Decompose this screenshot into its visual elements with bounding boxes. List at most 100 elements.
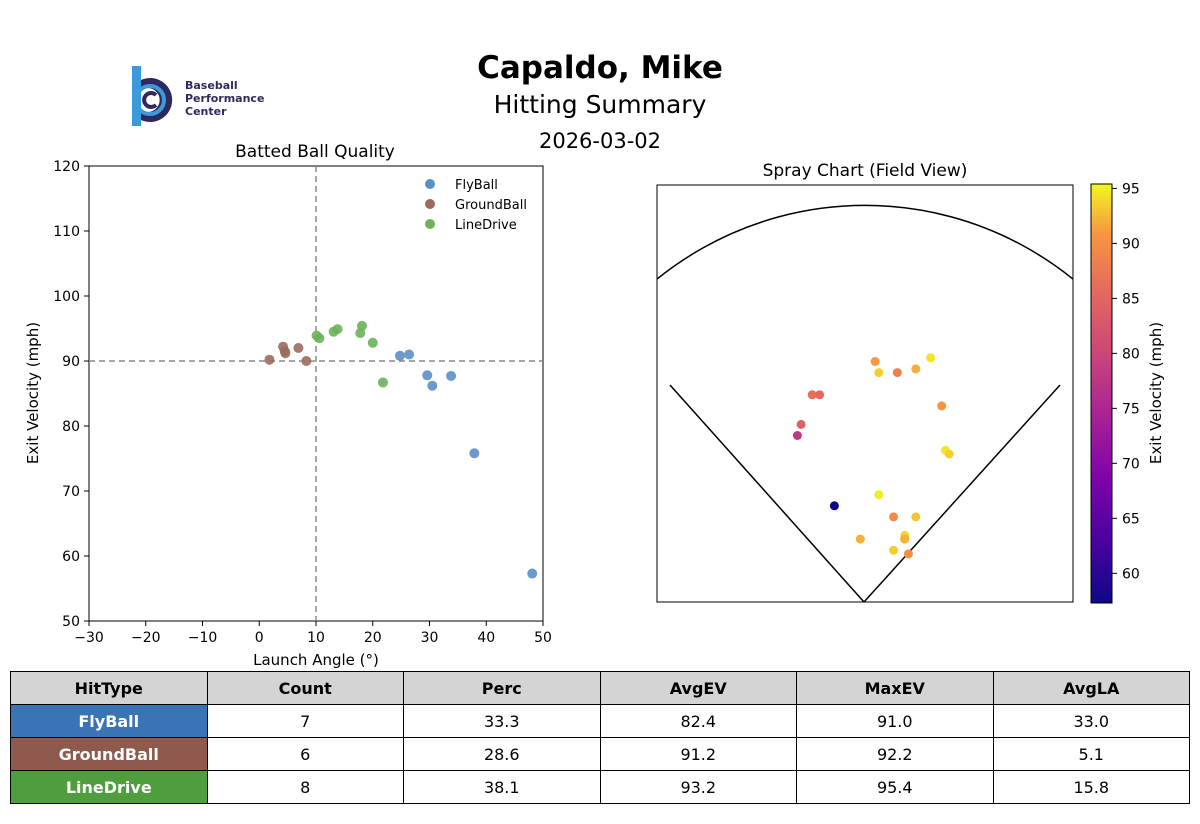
linedrive-point — [356, 320, 367, 331]
legend-marker — [425, 219, 435, 229]
colorbar-tick-label: 85 — [1122, 291, 1140, 307]
spray-point — [911, 512, 921, 522]
spray-plot-frame — [656, 184, 1074, 603]
count-cell: 7 — [206, 704, 404, 738]
y-tick-label: 50 — [62, 614, 80, 630]
y-tick-label: 110 — [53, 224, 80, 240]
spray-point — [815, 390, 825, 400]
column-header: Count — [206, 671, 404, 705]
flyball-point — [394, 350, 405, 361]
bbq-legend: FlyBall GroundBall LineDrive — [425, 178, 527, 233]
left-foul-line — [669, 384, 865, 603]
colorbar-tick-label: 80 — [1122, 346, 1140, 362]
x-tick-label: 0 — [255, 630, 264, 646]
max-ev-cell: 92.2 — [796, 737, 994, 771]
spray-point — [855, 534, 865, 544]
flyball-point — [422, 370, 433, 381]
perc-cell: 28.6 — [403, 737, 601, 771]
x-tick-label: −10 — [188, 630, 218, 646]
y-tick-label: 90 — [62, 354, 80, 370]
max-ev-cell: 95.4 — [796, 770, 994, 804]
colorbar-tick-label: 70 — [1122, 456, 1140, 472]
spray-point — [874, 490, 884, 500]
avg-la-cell: 5.1 — [992, 737, 1190, 771]
hit-type-cell: LineDrive — [10, 770, 208, 804]
hit-type-cell: GroundBall — [10, 737, 208, 771]
spray-point — [900, 534, 910, 544]
spray-point — [829, 501, 839, 511]
y-tick-label: 70 — [62, 484, 80, 500]
y-tick-label: 100 — [53, 289, 80, 305]
spray-point — [892, 368, 902, 378]
legend-marker — [425, 199, 435, 209]
spray-point — [807, 390, 817, 400]
spray-point — [870, 357, 880, 366]
hit-type-cell: FlyBall — [10, 704, 208, 738]
avg-ev-cell: 93.2 — [599, 770, 797, 804]
spray-point — [944, 449, 954, 459]
flyball-point — [527, 568, 538, 579]
groundball-point — [280, 348, 291, 359]
groundball-point — [293, 343, 304, 353]
bbq-plot-frame — [88, 165, 544, 622]
groundball-point — [301, 356, 312, 366]
groundball-point — [264, 354, 275, 365]
bbq-chart-title: Batted Ball Quality — [235, 142, 395, 162]
avg-ev-cell: 91.2 — [599, 737, 797, 771]
spray-point — [796, 419, 806, 429]
table-header-row: HitType Count Perc AvgEV MaxEV AvgLA — [10, 671, 1190, 705]
bbq-data-points — [264, 320, 538, 579]
legend-label: GroundBall — [455, 198, 527, 213]
spray-point — [903, 549, 913, 559]
spray-chart: Spray Chart (Field View) 60 65 70 75 80 85 90 9… — [656, 161, 1165, 604]
report-subtitle: Hitting Summary — [493, 90, 707, 119]
batted-ball-quality-chart: Batted Ball Quality −30 −20 −10 0 10 20 30 40 50… — [24, 142, 552, 669]
outfield-fence-arc — [657, 204, 1073, 281]
legend-label: LineDrive — [455, 218, 517, 233]
x-tick-label: 10 — [307, 630, 325, 646]
colorbar-tick-label: 90 — [1122, 236, 1140, 252]
linedrive-point — [332, 324, 343, 335]
legend-marker — [425, 179, 435, 189]
x-tick-label: 50 — [534, 630, 552, 646]
spray-point — [889, 545, 899, 555]
avg-la-cell: 15.8 — [992, 770, 1190, 804]
spray-point — [937, 401, 947, 411]
spray-point — [889, 512, 899, 522]
y-tick-label: 60 — [62, 549, 80, 565]
flyball-point — [404, 349, 415, 360]
spray-point — [911, 364, 921, 374]
bbq-y-axis-label: Exit Velocity (mph) — [24, 322, 42, 464]
legend-label: FlyBall — [455, 178, 498, 193]
table-row: LineDrive 8 38.1 93.2 95.4 15.8 — [10, 770, 1190, 804]
bbq-axis-ticks: −30 −20 −10 0 10 20 30 40 50 50 60 70 80 90 100 110 120 — [53, 159, 552, 646]
max-ev-cell: 91.0 — [796, 704, 994, 738]
bbq-x-axis-label: Launch Angle (°) — [253, 651, 379, 669]
linedrive-point — [314, 333, 325, 344]
avg-la-cell: 33.0 — [992, 704, 1190, 738]
logo-line-3: Center — [185, 105, 227, 118]
bpc-logo-icon — [132, 66, 173, 126]
x-tick-label: −30 — [74, 630, 104, 646]
perc-cell: 33.3 — [403, 704, 601, 738]
logo-line-2: Performance — [185, 92, 265, 105]
hit-type-stats-table: HitType Count Perc AvgEV MaxEV AvgLA Fly… — [10, 671, 1190, 804]
flyball-point — [469, 448, 480, 459]
count-cell: 8 — [206, 770, 404, 804]
column-header: AvgLA — [992, 671, 1190, 705]
report-date: 2026-03-02 — [538, 129, 662, 153]
count-cell: 6 — [206, 737, 404, 771]
colorbar-tick-label: 75 — [1122, 401, 1140, 417]
column-header: MaxEV — [796, 671, 994, 705]
x-tick-label: −20 — [131, 630, 161, 646]
table-row: FlyBall 7 33.3 82.4 91.0 33.0 — [10, 704, 1190, 738]
colorbar-label: Exit Velocity (mph) — [1147, 322, 1165, 464]
spray-point — [926, 353, 936, 363]
linedrive-point — [377, 377, 388, 388]
flyball-point — [427, 380, 438, 391]
spray-point — [792, 431, 802, 440]
x-tick-label: 40 — [477, 630, 495, 646]
x-tick-label: 20 — [364, 630, 382, 646]
colorbar — [1090, 183, 1113, 604]
